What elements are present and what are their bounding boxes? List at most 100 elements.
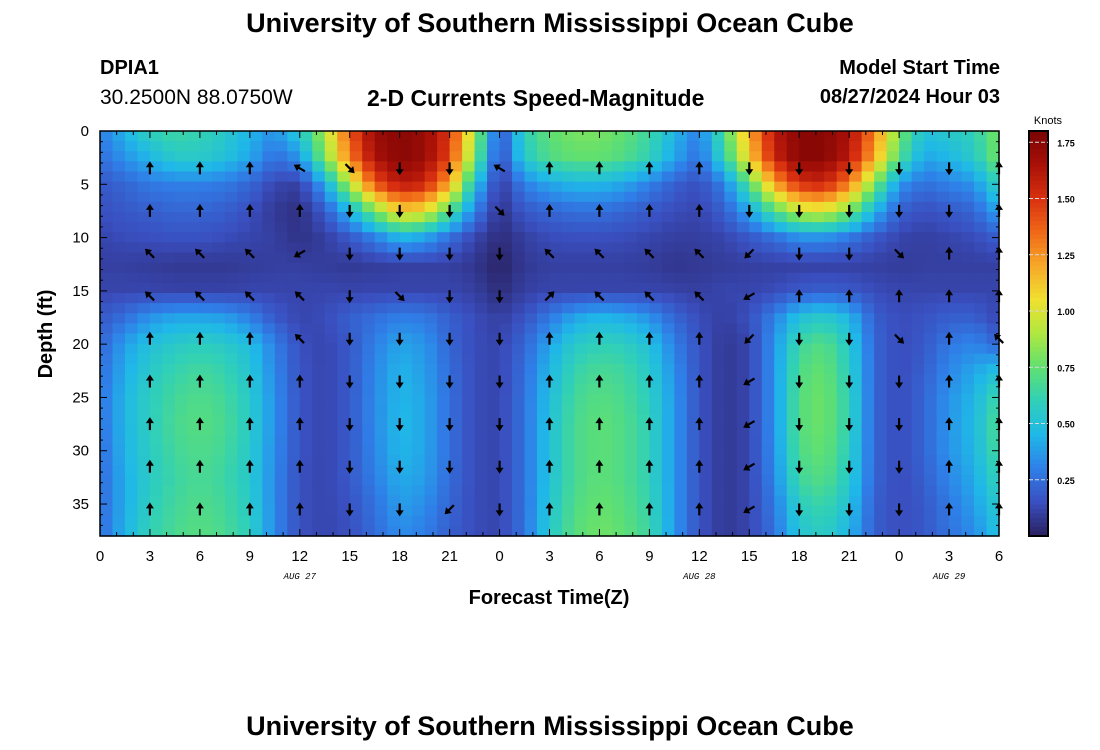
heat-cell: [474, 455, 488, 466]
heat-cell: [749, 444, 763, 456]
heat-cell: [874, 151, 888, 162]
heat-cell: [561, 495, 576, 507]
heat-cell: [512, 394, 526, 405]
heat-cell: [799, 485, 813, 497]
heat-cell: [437, 394, 451, 405]
heat-cell: [861, 171, 875, 183]
current-arrow: [395, 375, 404, 389]
heat-cell: [312, 131, 326, 142]
y-tick-label: 20: [72, 336, 89, 353]
heat-cell: [949, 181, 963, 193]
heat-cell: [149, 515, 164, 527]
heat-cell: [924, 475, 938, 486]
heat-cell: [549, 343, 563, 355]
heat-cell: [374, 313, 388, 324]
heat-cell: [312, 515, 326, 527]
heat-cell: [387, 161, 401, 173]
heat-cell: [611, 505, 626, 517]
heat-cell: [337, 323, 351, 335]
heat-cell: [886, 404, 900, 416]
heat-cell: [911, 434, 925, 446]
heat-cell: [449, 515, 463, 527]
heat-cell: [324, 374, 338, 385]
current-arrow: [145, 374, 154, 388]
arrow-head: [795, 467, 804, 474]
heat-cell: [512, 525, 526, 537]
heat-cell: [362, 394, 376, 405]
heat-cell: [187, 232, 201, 243]
heat-cell: [724, 201, 738, 213]
heat-cell: [836, 363, 850, 375]
heat-cell: [137, 191, 151, 203]
heat-cell: [749, 232, 763, 243]
heat-cell: [537, 343, 551, 355]
heat-cell: [861, 465, 875, 476]
heat-cell: [524, 374, 538, 385]
heat-cell: [574, 272, 588, 284]
heat-cell: [911, 444, 925, 456]
arrow-head: [195, 502, 204, 509]
heat-cell: [362, 384, 376, 395]
heat-cell: [561, 444, 576, 456]
heat-cell: [636, 293, 650, 304]
arrow-head: [845, 211, 854, 218]
current-arrow: [895, 204, 904, 218]
heat-cell: [362, 262, 376, 274]
heat-cell: [899, 161, 913, 173]
heat-cell: [437, 141, 451, 152]
current-arrow: [695, 502, 704, 516]
heat-cell: [786, 465, 800, 476]
heat-cell: [936, 212, 950, 223]
heat-cell: [449, 141, 463, 152]
heat-cell: [274, 313, 288, 324]
heat-cell: [424, 424, 438, 436]
heat-cell: [162, 475, 176, 486]
heat-cell: [761, 201, 775, 213]
heat-cell: [512, 191, 526, 203]
axis-ticks: [99, 130, 1000, 537]
colorbar-segment: [1029, 473, 1048, 479]
heat-cell: [187, 353, 201, 365]
heat-cell: [936, 485, 950, 497]
current-arrow: [195, 203, 204, 217]
current-arrow: [395, 460, 404, 474]
heat-cell: [786, 515, 800, 527]
heat-cell: [636, 485, 650, 497]
heat-cell: [224, 131, 238, 142]
heat-cell: [649, 505, 663, 517]
arrow-head: [795, 254, 804, 261]
heat-cell: [624, 242, 638, 254]
heat-cell: [849, 424, 863, 436]
arrow-head: [345, 339, 354, 346]
heat-cell: [649, 525, 663, 537]
heat-cell: [611, 485, 626, 497]
heat-cell: [499, 455, 513, 466]
colorbar-segment: [1029, 176, 1048, 182]
heat-cell: [287, 313, 301, 324]
current-arrow: [645, 161, 654, 175]
heat-cell: [424, 242, 438, 254]
heat-cell: [162, 313, 176, 324]
heat-cell: [649, 272, 663, 284]
heat-cell: [761, 282, 775, 294]
heat-cell: [561, 353, 576, 365]
heat-cell: [661, 161, 675, 173]
heat-cell: [312, 495, 326, 507]
heat-cell: [611, 282, 626, 294]
heat-cell: [462, 323, 476, 335]
heat-cell: [836, 222, 850, 233]
heat-cell: [824, 434, 838, 446]
heat-cell: [512, 475, 526, 486]
station-location: 30.2500N 88.0750W: [100, 86, 293, 109]
heat-cell: [312, 455, 326, 466]
heat-cell: [649, 313, 663, 324]
heat-cell: [524, 434, 538, 446]
arrow-head: [945, 417, 954, 424]
heat-cell: [524, 303, 538, 314]
heat-cell: [849, 525, 863, 537]
heat-cell: [449, 444, 463, 456]
arrow-head: [595, 331, 604, 338]
heat-cell: [836, 343, 850, 355]
heat-cell: [874, 181, 888, 193]
heat-cell: [249, 191, 263, 203]
